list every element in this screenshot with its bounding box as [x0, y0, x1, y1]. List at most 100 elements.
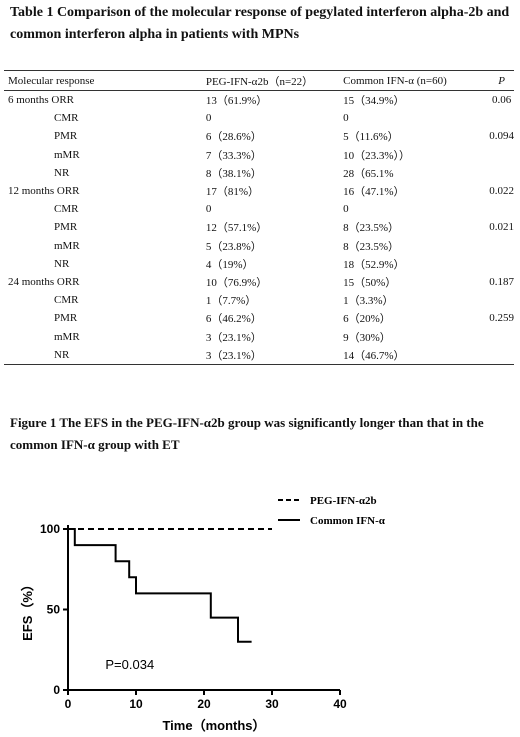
table-row: 6 months ORR 13（61.9%） 15（34.9%） 0.06 [4, 91, 514, 110]
table-row: mMR 5（23.8%） 8（23.5%） [4, 237, 514, 255]
common-ifn-value: 14（46.7%） [343, 345, 490, 365]
row-label: CMR [54, 294, 79, 307]
common-ifn-value: 15（34.9%） [343, 95, 405, 108]
row-label: mMR [54, 148, 80, 161]
table-row: NR 8（38.1%） 28（65.1% [4, 164, 514, 182]
x-tick-label: 30 [265, 697, 279, 711]
legend-label-1: Common IFN-α [310, 515, 386, 527]
peg-ifn-value: 3（23.1%） [205, 331, 262, 344]
common-ifn-value: 5（11.6%） [343, 131, 399, 144]
p-value [489, 200, 514, 218]
table-row: CMR 0 0 [4, 200, 514, 218]
series-line-1 [68, 528, 252, 643]
table-row: PMR 6（28.6%） 5（11.6%） 0.094 [4, 127, 514, 145]
p-value [489, 109, 514, 127]
table-row: CMR 0 0 [4, 109, 514, 127]
p-value: 0.021 [489, 221, 514, 234]
p-value [489, 237, 514, 255]
p-value [489, 345, 514, 365]
header-molecular-response: Molecular response [4, 70, 206, 91]
peg-ifn-value: 8（38.1%） [205, 167, 262, 180]
common-ifn-value: 1（3.3%） [343, 295, 394, 308]
p-value [489, 327, 514, 345]
y-tick-label: 0 [53, 683, 60, 697]
common-ifn-value: 15（50%） [343, 276, 397, 289]
x-tick-label: 20 [197, 697, 211, 711]
common-ifn-value: 8（23.5%） [343, 222, 400, 235]
common-ifn-value: 9（30%） [343, 331, 391, 344]
efs-chart: 0 10 20 30 40 0 50 100 Time（months） EFS（%） P=0.034… [20, 495, 386, 733]
p-value [489, 164, 514, 182]
row-label: NR [54, 257, 70, 270]
header-peg-ifn: PEG-IFN-α2b（n=22） [205, 70, 344, 91]
p-value [489, 255, 514, 273]
chart-series [68, 528, 272, 643]
peg-ifn-value: 4（19%） [205, 258, 254, 271]
row-label: mMR [54, 330, 80, 343]
p-value [489, 291, 514, 309]
table-header-row: Molecular response PEG-IFN-α2b（n=22） Com… [4, 70, 514, 91]
p-value: 0.094 [489, 130, 514, 143]
p-value [489, 146, 514, 164]
p-value: 0.06 [492, 94, 512, 107]
peg-ifn-value: 10（76.9%） [205, 276, 268, 289]
table-row: mMR 7（33.3%） 10（23.3%）） [4, 146, 514, 164]
p-value: 0.187 [489, 275, 514, 288]
table-row: PMR 6（46.2%） 6（20%） 0.259 [4, 309, 514, 327]
p-value: 0.259 [489, 312, 514, 325]
row-label: 6 months ORR [8, 94, 75, 107]
row-label: PMR [54, 312, 78, 325]
x-axis-label: Time（months） [162, 718, 265, 733]
header-common-ifn: Common IFN-α (n=60) [343, 70, 490, 91]
x-tick-label: 0 [65, 697, 72, 711]
p-value: 0.022 [489, 185, 514, 198]
table-row: PMR 12（57.1%） 8（23.5%） 0.021 [4, 218, 514, 236]
peg-ifn-value: 17（81%） [205, 186, 260, 199]
row-label: CMR [54, 112, 79, 125]
row-label: NR [54, 166, 70, 179]
table-title: Table 1 Comparison of the molecular resp… [10, 5, 510, 42]
x-tick-label: 40 [333, 697, 347, 711]
row-label: PMR [54, 221, 78, 234]
row-label: NR [4, 345, 206, 365]
table-row: NR 3（23.1%） 14（46.7%） [4, 345, 514, 365]
table-row: 12 months ORR 17（81%） 16（47.1%） 0.022 [4, 182, 514, 200]
common-ifn-value: 0 [343, 112, 349, 125]
table-row: NR 4（19%） 18（52.9%） [4, 255, 514, 273]
common-ifn-value: 0 [343, 203, 349, 216]
y-axis-label: EFS（%） [20, 578, 35, 641]
peg-ifn-value: 1（7.7%） [205, 295, 257, 308]
row-label: CMR [54, 203, 79, 216]
table-row: 24 months ORR 10（76.9%） 15（50%） 0.187 [4, 273, 514, 291]
peg-ifn-value: 7（33.3%） [205, 149, 262, 162]
peg-ifn-value: 5（23.8%） [205, 240, 262, 253]
legend-label-0: PEG-IFN-α2b [310, 495, 377, 507]
peg-ifn-value: 12（57.1%） [205, 222, 268, 235]
peg-ifn-value: 0 [205, 203, 212, 216]
p-value-annotation: P=0.034 [105, 657, 154, 672]
header-p: P [489, 70, 514, 91]
chart-legend: PEG-IFN-α2b Common IFN-α [278, 495, 386, 527]
common-ifn-value: 8（23.5%） [343, 240, 400, 253]
row-label: 12 months ORR [8, 185, 80, 198]
common-ifn-value: 10（23.3%）） [343, 149, 411, 162]
chart-axes: 0 10 20 30 40 0 50 100 Time（months） EFS（%） P=0.034 [20, 522, 347, 733]
common-ifn-value: 16（47.1%） [343, 186, 405, 199]
x-tick-label: 10 [129, 697, 143, 711]
row-label: PMR [54, 130, 78, 143]
common-ifn-value: 28（65.1% [343, 167, 394, 180]
table-row: mMR 3（23.1%） 9（30%） [4, 327, 514, 345]
table-row: CMR 1（7.7%） 1（3.3%） [4, 291, 514, 309]
peg-ifn-value: 13（61.9%） [205, 95, 268, 108]
peg-ifn-value: 6（28.6%） [205, 131, 262, 144]
common-ifn-value: 6（20%） [343, 313, 391, 326]
row-label: mMR [54, 239, 80, 252]
row-label: 24 months ORR [8, 275, 80, 288]
figure-title: Figure 1 The EFS in the PEG-IFN-α2b grou… [10, 415, 484, 452]
peg-ifn-value: 0 [205, 112, 212, 125]
molecular-response-table: Molecular response PEG-IFN-α2b（n=22） Com… [4, 70, 514, 365]
common-ifn-value: 18（52.9%） [343, 258, 405, 271]
peg-ifn-value: 6（46.2%） [205, 313, 262, 326]
peg-ifn-value: 3（23.1%） [205, 345, 344, 365]
y-tick-label: 100 [40, 522, 60, 536]
